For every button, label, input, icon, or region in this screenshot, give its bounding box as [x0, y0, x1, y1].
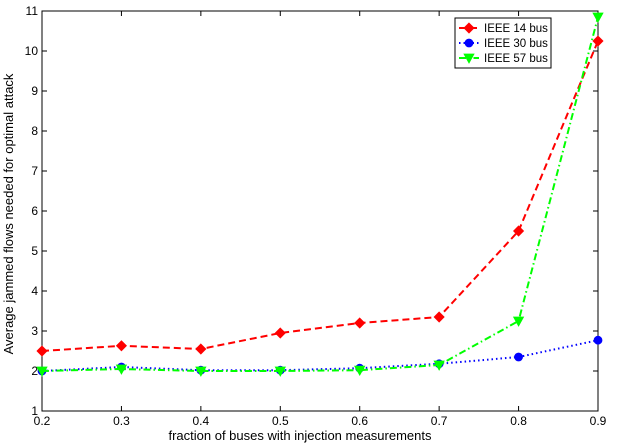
y-tick-label: 11 — [26, 4, 39, 18]
y-tick-label: 7 — [31, 164, 38, 178]
y-tick-label: 1 — [31, 404, 38, 418]
legend-marker — [464, 38, 474, 48]
series-line — [41, 16, 599, 372]
y-axis-ticks: 1 2 3 4 5 6 7 8 9 10 11 — [25, 4, 598, 418]
data-point — [592, 12, 604, 23]
y-tick-label: 10 — [25, 44, 39, 58]
y-tick-label: 6 — [31, 204, 38, 218]
x-tick-label: 0.9 — [590, 414, 607, 428]
legend: IEEE 14 bus IEEE 30 bus IEEE 57 bus — [454, 17, 552, 69]
series-line — [41, 40, 599, 352]
y-tick-label: 8 — [31, 124, 38, 138]
y-tick-label: 4 — [31, 284, 38, 298]
data-point — [433, 311, 445, 323]
data-point — [274, 366, 286, 377]
legend-marker — [463, 22, 475, 34]
data-point — [512, 316, 525, 327]
y-axis-label: Average jammed flows needed for optimal … — [1, 73, 16, 354]
series-line — [41, 339, 599, 372]
data-point — [433, 360, 445, 371]
data-point — [354, 365, 366, 377]
x-tick-label: 0.8 — [510, 414, 527, 428]
y-tick-label: 2 — [31, 364, 38, 378]
x-axis-label: fraction of buses with injection measure… — [168, 428, 432, 443]
series-layer — [36, 12, 604, 377]
data-point — [115, 364, 128, 375]
y-tick-label: 5 — [31, 244, 38, 258]
x-axis-ticks: 0.2 0.3 0.4 0.5 0.6 0.7 0.8 0.9 — [34, 11, 607, 428]
legend-item: IEEE 30 bus — [459, 38, 548, 50]
data-point — [36, 366, 48, 377]
legend-label: IEEE 14 bus — [484, 23, 548, 35]
data-point — [195, 366, 207, 377]
data-point — [195, 343, 207, 355]
data-point — [36, 345, 48, 357]
x-tick-label: 0.4 — [193, 414, 210, 428]
data-point — [592, 35, 604, 47]
x-tick-label: 0.5 — [272, 414, 289, 428]
data-point — [514, 352, 523, 362]
y-tick-label: 3 — [31, 324, 38, 338]
legend-label: IEEE 30 bus — [484, 38, 548, 50]
legend-label: IEEE 57 bus — [484, 53, 548, 65]
y-tick-label: 9 — [31, 84, 38, 98]
x-tick-label: 0.2 — [34, 414, 51, 428]
legend-marker — [463, 53, 475, 64]
data-point — [513, 225, 525, 237]
x-tick-label: 0.7 — [431, 414, 448, 428]
legend-item: IEEE 14 bus — [459, 22, 548, 35]
x-tick-label: 0.3 — [113, 414, 130, 428]
data-point — [593, 335, 603, 345]
legend-item: IEEE 57 bus — [459, 53, 548, 65]
series-ieee-14-bus — [36, 35, 604, 357]
data-point — [354, 317, 366, 329]
x-tick-label: 0.6 — [351, 414, 368, 428]
series-ieee-57-bus — [36, 12, 604, 377]
data-point — [115, 340, 127, 352]
data-point — [274, 327, 286, 339]
